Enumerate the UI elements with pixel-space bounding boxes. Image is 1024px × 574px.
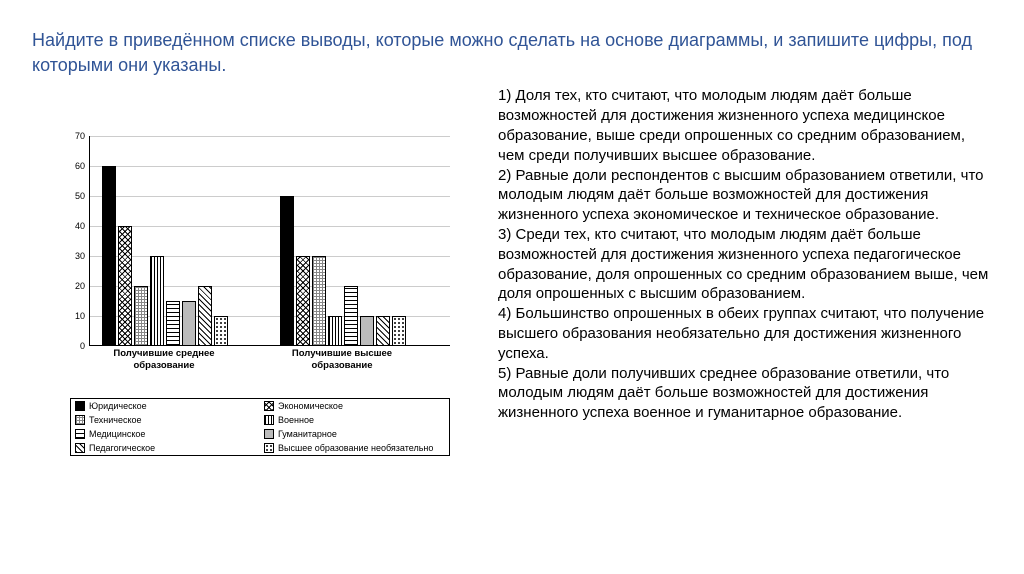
bar-group (102, 166, 228, 346)
legend-row: Медицинское Гуманитарное (71, 427, 449, 441)
legend-label: Высшее образование необязательно (278, 443, 433, 453)
legend-item: Высшее образование необязательно (260, 441, 449, 455)
legend-swatch (264, 401, 274, 411)
bar (296, 256, 310, 346)
statements-panel: 1) Доля тех, кто считают, что молодым лю… (470, 86, 1024, 456)
legend-label: Военное (278, 415, 314, 425)
bar (392, 316, 406, 346)
legend-swatch (75, 429, 85, 439)
legend-item: Экономическое (260, 399, 449, 413)
group-label: Получившие высшее образование (272, 348, 412, 371)
gridline (90, 136, 450, 137)
legend-label: Юридическое (89, 401, 147, 411)
legend-swatch (264, 443, 274, 453)
legend-row: Юридическое Экономическое (71, 399, 449, 413)
bar (360, 316, 374, 346)
legend-label: Техническое (89, 415, 142, 425)
statement: 2) Равные доли респондентов с высшим обр… (498, 166, 994, 225)
legend-item: Юридическое (71, 399, 260, 413)
legend-label: Педагогическое (89, 443, 155, 453)
y-tick-label: 20 (75, 281, 85, 291)
bar (328, 316, 342, 346)
bar-chart: 010203040506070 Получившие среднее образ… (70, 136, 450, 366)
statement: 3) Среди тех, кто считают, что молодым л… (498, 225, 994, 304)
bar (150, 256, 164, 346)
y-tick-label: 60 (75, 161, 85, 171)
chart-panel: 0 10 20 30 40 50 60 70 Получившие среднее образ… (50, 86, 470, 456)
legend-item: Педагогическое (71, 441, 260, 455)
legend-swatch (75, 443, 85, 453)
bar (198, 286, 212, 346)
bar (182, 301, 196, 346)
y-tick-label: 40 (75, 221, 85, 231)
statement: 5) Равные доли получивших среднее образо… (498, 364, 994, 423)
y-tick-label: 0 (80, 341, 85, 351)
group-label: Получившие среднее образование (94, 348, 234, 371)
bar (134, 286, 148, 346)
legend-item: Военное (260, 413, 449, 427)
y-tick-label: 70 (75, 131, 85, 141)
task-title: Найдите в приведённом списке выводы, кот… (0, 0, 1024, 86)
y-axis: 010203040506070 (70, 136, 90, 346)
y-tick-label: 10 (75, 311, 85, 321)
bar (280, 196, 294, 346)
bar (312, 256, 326, 346)
legend-item: Гуманитарное (260, 427, 449, 441)
y-tick-label: 30 (75, 251, 85, 261)
statement: 1) Доля тех, кто считают, что молодым лю… (498, 86, 994, 165)
content-row: 0 10 20 30 40 50 60 70 Получившие среднее образ… (0, 86, 1024, 456)
bar (166, 301, 180, 346)
legend-row: Педагогическое Высшее образование необяза… (71, 441, 449, 455)
bar (118, 226, 132, 346)
bar (102, 166, 116, 346)
legend-swatch (264, 415, 274, 425)
y-tick-label: 50 (75, 191, 85, 201)
bar (376, 316, 390, 346)
legend-swatch (75, 415, 85, 425)
chart-legend: Юридическое Экономическое Техническое Военн… (70, 398, 450, 456)
statement: 4) Большинство опрошенных в обеих группа… (498, 304, 994, 363)
bar (344, 286, 358, 346)
legend-row: Техническое Военное (71, 413, 449, 427)
legend-item: Медицинское (71, 427, 260, 441)
bar (214, 316, 228, 346)
legend-item: Техническое (71, 413, 260, 427)
legend-swatch (264, 429, 274, 439)
legend-label: Медицинское (89, 429, 145, 439)
legend-label: Экономическое (278, 401, 343, 411)
bar-group (280, 196, 406, 346)
legend-swatch (75, 401, 85, 411)
legend-label: Гуманитарное (278, 429, 337, 439)
